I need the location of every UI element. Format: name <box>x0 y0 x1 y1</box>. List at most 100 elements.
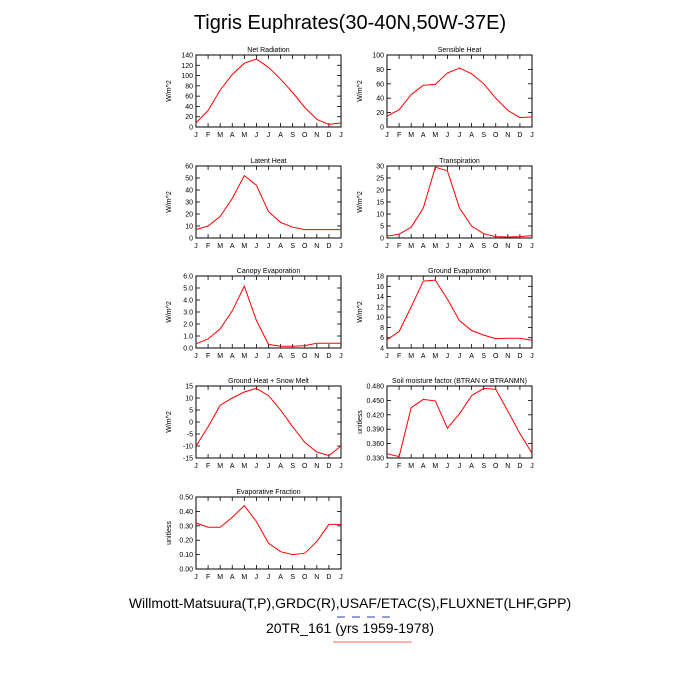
y-tick-label: 0.00 <box>179 567 193 574</box>
x-tick-label: J <box>385 353 389 360</box>
plot-frame <box>195 275 342 349</box>
x-tick-label: A <box>278 243 283 250</box>
y-tick-label: 10 <box>376 212 384 219</box>
x-tick-label: O <box>493 463 499 470</box>
x-tick-label: A <box>421 132 426 139</box>
x-tick-label: M <box>241 132 247 139</box>
plot-frame <box>386 54 533 128</box>
y-tick-label: 30 <box>376 164 384 171</box>
x-tick-label: F <box>397 243 401 250</box>
x-tick-label: N <box>314 243 319 250</box>
x-tick-label: J <box>267 463 271 470</box>
y-tick-label: 10 <box>185 224 193 231</box>
y-tick-label: 0.360 <box>366 441 384 448</box>
x-tick-label: N <box>314 353 319 360</box>
y-tick-label: 0 <box>380 236 384 243</box>
plot-frame <box>195 385 342 459</box>
y-tick-label: 5 <box>380 224 384 231</box>
x-tick-label: N <box>505 243 510 250</box>
x-tick-label: J <box>446 463 450 470</box>
y-tick-label: 25 <box>376 176 384 183</box>
y-tick-label: 0.40 <box>179 509 193 516</box>
x-tick-label: F <box>206 463 210 470</box>
y-tick-label: 15 <box>376 200 384 207</box>
y-tick-label: 8 <box>380 325 384 332</box>
x-tick-label: J <box>339 463 343 470</box>
x-tick-label: M <box>217 353 223 360</box>
x-tick-label: A <box>469 353 474 360</box>
x-tick-label: J <box>194 243 198 250</box>
x-tick-label: J <box>458 132 462 139</box>
x-tick-label: A <box>278 353 283 360</box>
panel-9: Evaporative Fraction unitless 0.00 0.10 0.20… <box>166 489 343 581</box>
x-tick-label: M <box>241 353 247 360</box>
y-tick-label: 80 <box>376 67 384 74</box>
x-tick-label: J <box>194 132 198 139</box>
x-tick-label: J <box>530 243 534 250</box>
x-tick-label: J <box>194 463 198 470</box>
x-tick-label: N <box>505 132 510 139</box>
x-tick-label: J <box>267 243 271 250</box>
y-axis-label: W/m^2 <box>166 411 173 433</box>
x-tick-label: A <box>230 463 235 470</box>
y-tick-label: 6 <box>380 335 384 342</box>
y-tick-label: 20 <box>376 110 384 117</box>
y-tick-label: 0.330 <box>366 456 384 463</box>
y-tick-label: 6.0 <box>183 274 193 281</box>
x-tick-label: M <box>408 463 414 470</box>
x-tick-label: J <box>530 132 534 139</box>
x-tick-label: F <box>206 353 210 360</box>
series-line <box>195 58 342 125</box>
y-tick-label: 60 <box>376 81 384 88</box>
series-line <box>195 284 341 347</box>
x-tick-label: J <box>267 353 271 360</box>
series-line <box>195 504 341 556</box>
x-tick-label: D <box>326 574 331 581</box>
plot-frame <box>195 496 342 570</box>
x-tick-label: J <box>255 353 259 360</box>
y-tick-label: 14 <box>376 294 384 301</box>
x-tick-label: M <box>217 132 223 139</box>
y-tick-label: 0 <box>189 125 193 132</box>
x-tick-label: M <box>217 574 223 581</box>
x-tick-label: O <box>302 353 308 360</box>
y-tick-label: 40 <box>185 104 193 111</box>
x-tick-label: M <box>432 243 438 250</box>
x-tick-label: O <box>302 574 308 581</box>
x-tick-label: J <box>458 243 462 250</box>
x-tick-label: D <box>517 353 522 360</box>
x-tick-label: M <box>241 243 247 250</box>
data-source-credit: Willmott-Matsuura(T,P),GRDC(R),USAF/ETAC… <box>128 595 572 611</box>
y-tick-label: 40 <box>185 188 193 195</box>
x-tick-label: D <box>326 243 331 250</box>
panel-title: Sensible Heat <box>438 47 482 54</box>
x-tick-label: A <box>230 353 235 360</box>
x-tick-label: A <box>421 463 426 470</box>
y-tick-label: 0.10 <box>179 552 193 559</box>
x-tick-label: S <box>290 574 295 581</box>
y-tick-label: 5 <box>189 408 193 415</box>
y-tick-label: 100 <box>372 53 384 60</box>
x-tick-label: O <box>302 243 308 250</box>
y-tick-label: 3.0 <box>183 310 193 317</box>
y-axis-label: W/m^2 <box>357 301 364 323</box>
x-tick-label: A <box>421 353 426 360</box>
x-tick-label: F <box>397 132 401 139</box>
x-tick-label: N <box>314 574 319 581</box>
panel-title: Net Radiation <box>247 47 290 54</box>
x-tick-label: M <box>432 353 438 360</box>
x-tick-label: A <box>469 243 474 250</box>
x-tick-label: S <box>290 463 295 470</box>
y-tick-label: 0.480 <box>366 384 384 391</box>
y-tick-label: 80 <box>185 83 193 90</box>
x-tick-label: M <box>217 463 223 470</box>
y-tick-label: 20 <box>185 212 193 219</box>
x-tick-label: N <box>314 132 319 139</box>
x-tick-label: D <box>517 132 522 139</box>
x-tick-label: O <box>493 243 499 250</box>
